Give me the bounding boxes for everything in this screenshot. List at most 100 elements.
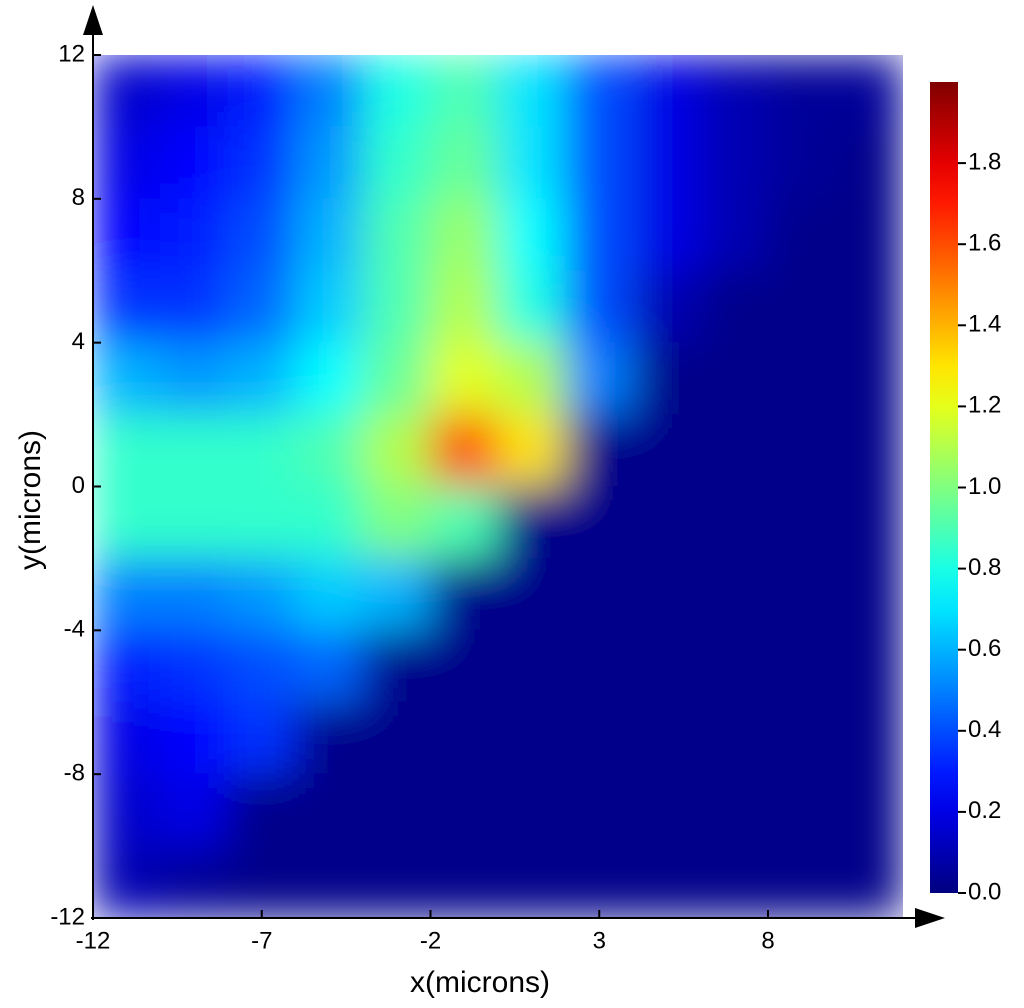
colorbar — [930, 82, 958, 893]
heatmap-cell — [835, 629, 903, 703]
heatmap-cell — [430, 55, 499, 128]
heatmap-cell — [767, 342, 836, 416]
heatmap-cell — [632, 629, 701, 703]
heatmap-cell — [93, 342, 161, 416]
x-axis-arrow — [915, 908, 945, 928]
colorbar-tick-label: 0.8 — [968, 554, 1001, 581]
heatmap-cell — [565, 629, 634, 703]
heatmap-cell — [632, 55, 701, 128]
heatmap-cell — [160, 629, 229, 703]
heatmap-cell — [835, 270, 903, 344]
heatmap-cell — [700, 198, 769, 272]
heatmap-cell — [160, 773, 229, 847]
heatmap-cell — [430, 342, 499, 416]
heatmap-cell — [160, 126, 229, 200]
heatmap-cell — [497, 126, 566, 200]
heatmap-cell — [362, 270, 431, 344]
heatmap-cell — [362, 342, 431, 416]
heatmap-cell — [632, 845, 701, 918]
heatmap-cell — [767, 701, 836, 775]
heatmap-cell — [93, 198, 161, 272]
colorbar-tick-label: 0.2 — [968, 797, 1001, 824]
heatmap-cell — [295, 486, 364, 559]
heatmap-field — [93, 55, 903, 918]
heatmap-cell — [362, 557, 431, 631]
heatmap-cell — [565, 342, 634, 416]
heatmap-cell — [767, 845, 836, 918]
heatmap-cell — [632, 126, 701, 200]
heatmap-cell — [430, 270, 499, 344]
heatmap-cell — [565, 126, 634, 200]
colorbar-tick-label: 0.4 — [968, 716, 1001, 743]
y-tick-label: -12 — [50, 903, 85, 930]
heatmap-cell — [835, 486, 903, 559]
heatmap-cell — [295, 198, 364, 272]
heatmap-cell — [362, 845, 431, 918]
colorbar-tick-label: 0.6 — [968, 635, 1001, 662]
heatmap-cell — [93, 126, 161, 200]
heatmap-cell — [700, 126, 769, 200]
colorbar-tick-label: 1.0 — [968, 473, 1001, 500]
heatmap-cell — [362, 486, 431, 559]
heatmap-cell — [565, 270, 634, 344]
heatmap-cell — [160, 414, 229, 487]
heatmap-cell — [227, 629, 296, 703]
heatmap-cell — [700, 773, 769, 847]
heatmap-cell — [835, 342, 903, 416]
heatmap-cell — [497, 198, 566, 272]
heatmap-cell — [497, 270, 566, 344]
heatmap-cell — [700, 414, 769, 487]
y-tick-label: -4 — [64, 616, 85, 643]
heatmap-cell — [497, 486, 566, 559]
heatmap-cell — [632, 270, 701, 344]
heatmap-cell — [430, 557, 499, 631]
heatmap-cell — [93, 270, 161, 344]
heatmap-cell — [362, 701, 431, 775]
heatmap-cell — [835, 198, 903, 272]
heatmap-cell — [160, 55, 229, 128]
heatmap-cell — [227, 126, 296, 200]
heatmap-cell — [295, 414, 364, 487]
heatmap-cell — [767, 126, 836, 200]
heatmap-cell — [497, 845, 566, 918]
heatmap-cell — [700, 55, 769, 128]
y-tick-label: 0 — [72, 472, 85, 499]
heatmap-cell — [632, 773, 701, 847]
heatmap-cell — [430, 126, 499, 200]
heatmap-cell — [632, 414, 701, 487]
heatmap-cell — [700, 342, 769, 416]
heatmap-cell — [430, 845, 499, 918]
heatmap-cell — [295, 773, 364, 847]
heatmap-cell — [227, 557, 296, 631]
heatmap-cell — [295, 342, 364, 416]
y-tick-label: -8 — [64, 760, 85, 787]
heatmap-cell — [632, 486, 701, 559]
y-tick-label: 4 — [72, 328, 85, 355]
heatmap-cell — [767, 270, 836, 344]
heatmap-cell — [93, 845, 161, 918]
x-tick-label: -2 — [420, 927, 441, 954]
heatmap-cell — [700, 557, 769, 631]
heatmap-cell — [835, 55, 903, 128]
heatmap-cell — [93, 701, 161, 775]
heatmap-cell — [835, 701, 903, 775]
colorbar-tick-label: 0.0 — [968, 878, 1001, 905]
heatmap-cell — [430, 773, 499, 847]
colorbar-tick-label: 1.2 — [968, 392, 1001, 419]
y-tick-label: 8 — [72, 184, 85, 211]
heatmap-cell — [362, 414, 431, 487]
heatmap-cell — [767, 773, 836, 847]
x-tick-label: -12 — [76, 927, 111, 954]
heatmap-cell — [497, 342, 566, 416]
heatmap-cell — [227, 701, 296, 775]
colorbar-tick-label: 1.8 — [968, 148, 1001, 175]
heatmap-cell — [835, 557, 903, 631]
heatmap-cell — [430, 198, 499, 272]
heatmap-cell — [93, 486, 161, 559]
colorbar-tick-label: 1.4 — [968, 311, 1001, 338]
heatmap-cell — [93, 55, 161, 128]
heatmap-cell — [835, 845, 903, 918]
heatmap-cell — [767, 414, 836, 487]
heatmap-cell — [767, 198, 836, 272]
